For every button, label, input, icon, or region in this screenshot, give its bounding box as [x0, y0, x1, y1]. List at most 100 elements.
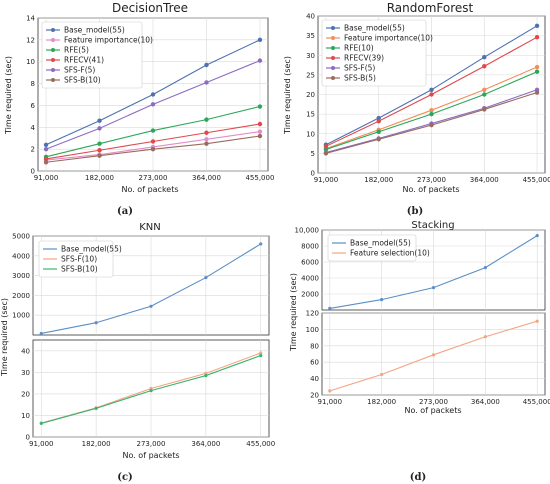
series-rfecv-41-	[43, 121, 263, 162]
y-tick-label: 2000	[12, 292, 30, 300]
data-point	[429, 122, 434, 128]
data-point	[380, 298, 384, 302]
series-base-model-55-	[323, 23, 540, 147]
data-point	[482, 64, 487, 69]
legend-box	[38, 240, 114, 278]
data-point	[257, 104, 263, 109]
panel-label: (c)	[117, 472, 133, 483]
data-point	[150, 139, 156, 144]
chart-title: KNN	[139, 222, 161, 233]
y-tick-label: 40	[21, 347, 30, 355]
series-base-model-55-	[328, 234, 539, 310]
data-point	[534, 69, 540, 74]
y-tick-label: 4000	[301, 275, 319, 283]
data-point	[482, 55, 487, 60]
x-axis-label: No. of packets	[402, 185, 459, 194]
data-point	[323, 144, 329, 149]
chart-title: Stacking	[411, 220, 454, 231]
y-tick-label: 0	[311, 170, 315, 178]
data-point	[429, 111, 434, 117]
legend: Base_model(55)SFS-F(10)SFS-B(10)	[38, 240, 122, 278]
y-tick-label: 20	[310, 392, 319, 400]
series-base-model-55-	[43, 37, 263, 147]
data-point	[97, 126, 102, 131]
legend-label: RFE(5)	[64, 46, 89, 55]
data-point	[323, 147, 329, 152]
legend-marker	[51, 48, 55, 52]
data-point	[39, 331, 43, 336]
data-point	[43, 156, 49, 162]
y-tick-label: 4000	[12, 252, 30, 260]
x-tick-label: 182,000	[82, 440, 111, 448]
series-feature-selection-10-	[328, 319, 539, 393]
y-tick-label: 8	[31, 80, 35, 88]
data-point	[257, 121, 263, 127]
y-tick-label: 10	[21, 412, 30, 420]
legend-label: RFE(10)	[344, 44, 374, 53]
y-tick-label: 100	[306, 326, 319, 334]
y-tick-label: 40	[306, 13, 315, 21]
y-tick-label: 6	[31, 102, 36, 110]
y-tick-label: 5000	[12, 233, 30, 241]
data-point	[483, 266, 487, 270]
x-tick-label: 273,000	[419, 398, 448, 406]
panel-label: (b)	[407, 206, 423, 217]
x-axis-label: No. of packets	[121, 185, 178, 194]
x-axis-label: No. of packets	[404, 406, 461, 415]
y-axis-label: Time required (sec)	[283, 56, 292, 135]
data-point	[43, 146, 49, 152]
x-tick-label: 91,000	[34, 174, 59, 182]
y-axis-label: Time required (sec)	[289, 273, 298, 352]
data-point	[482, 92, 487, 97]
data-point	[204, 80, 209, 85]
legend-marker	[51, 38, 55, 42]
data-point	[204, 130, 209, 135]
y-tick-label: 0	[26, 434, 30, 442]
series-base-model-55-	[39, 242, 263, 336]
data-point	[534, 23, 540, 29]
data-point	[204, 373, 208, 378]
x-tick-label: 455,000	[246, 440, 275, 448]
chart-knn: 1000 2000 3000 4000 5000 Base_model(55)SFS-F(…	[12, 233, 275, 449]
x-tick-label: 364,000	[191, 440, 220, 448]
y-tick-label: 14	[26, 15, 35, 23]
data-point	[259, 351, 263, 355]
data-point	[376, 129, 381, 134]
data-point	[482, 87, 487, 92]
x-tick-label: 273,000	[137, 440, 166, 448]
chart-title: DecisionTree	[112, 1, 188, 15]
series-sfs-b-5-	[323, 90, 540, 156]
data-point	[97, 141, 102, 146]
chart-title: RandomForest	[387, 1, 474, 15]
y-tick-label: 25	[306, 71, 315, 79]
series-sfs-b-10-	[39, 353, 263, 426]
legend-label: Base_model(55)	[350, 239, 411, 248]
y-tick-label: 120	[306, 310, 319, 318]
x-tick-label: 182,000	[367, 398, 396, 406]
data-point	[534, 64, 540, 70]
y-axis-label: Time required (sec)	[0, 298, 9, 377]
x-tick-label: 182,000	[364, 176, 393, 184]
legend-marker	[331, 76, 335, 80]
y-tick-label: 3000	[12, 272, 30, 280]
series-rfe-10-	[323, 69, 540, 152]
data-point	[380, 372, 384, 377]
y-tick-label: 4	[31, 124, 36, 132]
legend-label: Feature importance(10)	[344, 34, 433, 43]
data-point	[483, 335, 487, 339]
data-point	[376, 115, 381, 121]
legend-marker	[331, 46, 335, 50]
data-point	[429, 87, 434, 92]
data-point	[257, 129, 263, 134]
y-tick-label: 80	[310, 342, 319, 350]
legend-marker	[51, 68, 55, 72]
legend-box	[327, 234, 417, 262]
x-tick-label: 364,000	[192, 174, 221, 182]
x-tick-label: 91,000	[314, 176, 339, 184]
data-point	[259, 353, 263, 358]
y-tick-label: 35	[306, 32, 315, 40]
data-point	[39, 421, 43, 426]
x-tick-label: 182,000	[85, 174, 114, 182]
legend: Base_model(55)Feature selection(10)	[327, 234, 430, 262]
x-tick-label: 455,000	[245, 174, 274, 182]
